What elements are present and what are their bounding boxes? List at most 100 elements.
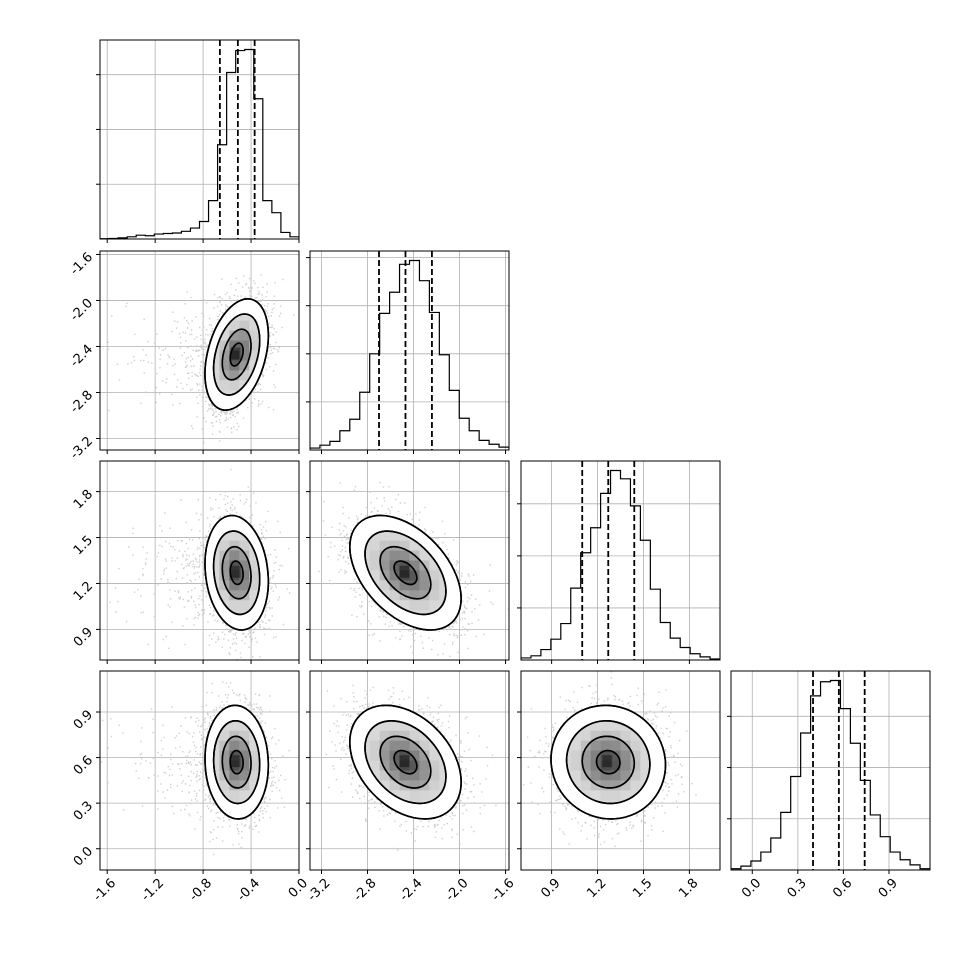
density-bin [239,320,250,331]
density-bin [239,360,250,371]
density-bin [590,760,601,771]
histogram-step [521,469,720,660]
density-bin [409,750,420,761]
y-tick-label: -1.6 [67,250,96,279]
density-bin [419,590,430,601]
panel-2-2 [517,460,721,664]
density-bin [379,750,390,761]
density-bin [379,760,390,771]
density-bin [419,600,430,611]
contour-line [379,735,432,789]
contour-line [229,560,244,586]
y-tick-label: 1.2 [71,579,96,604]
y-tick-label: -2.0 [67,296,96,325]
contour-line [550,704,667,820]
density-bin [219,560,230,571]
density-bin [399,750,410,761]
panel-3-3 [727,670,931,874]
y-tick-label: 0.3 [71,799,96,824]
density-bin [219,730,230,741]
density-bin [369,560,380,571]
density-bin [580,740,591,751]
contour-line [581,735,636,789]
density-bin [239,770,250,781]
contour-line [204,704,270,820]
density-bin [229,540,240,551]
x-tick-label: -1.6 [489,876,518,905]
density-bin [229,570,240,581]
density-bin [409,570,420,581]
x-tick-label: -2.4 [397,876,426,905]
density-bin [409,740,420,751]
contour-line [221,328,252,381]
density-bin [369,750,380,761]
density-bin [399,790,410,801]
density-bin [419,760,430,771]
contour-line [364,530,447,616]
density-bin [409,560,420,571]
contour-line [229,749,244,775]
density-bin [249,350,260,361]
density-bin [429,780,440,791]
density-bin [239,740,250,751]
density-bin [590,780,601,791]
density-bin [369,540,380,551]
y-tick-label: 1.5 [71,533,96,558]
density-bin [590,770,601,781]
density-bin [620,730,631,741]
density-bin [229,380,240,391]
density-bin [600,790,611,801]
density-bin [399,580,410,591]
density-bin [389,570,400,581]
y-tick-label: -2.4 [67,342,96,371]
density-bin [379,540,390,551]
density-bin [219,750,230,761]
density-bin [389,540,400,551]
panel-1-1 [306,250,510,454]
x-tick-label: 1.5 [630,876,655,901]
x-tick-label: 1.8 [676,876,701,901]
density-bin [429,580,440,591]
density-bin [239,730,250,741]
density-bin [409,730,420,741]
x-tick-label: -1.6 [91,876,120,905]
density-bin [219,380,230,391]
contour-line [393,749,418,775]
density-bin [399,760,410,771]
density-bin [610,790,621,801]
x-tick-label: -0.8 [187,876,216,905]
panel-frame [99,250,300,451]
y-tick-label: 0.0 [71,844,96,869]
density-bin [239,540,250,551]
density-bin [219,760,230,771]
density-bin [419,580,430,591]
contour-line [565,720,651,805]
x-tick-label: -1.2 [139,876,168,905]
y-tick-label: 0.9 [71,625,96,650]
density-bin [409,540,420,551]
density-bin [229,350,240,361]
y-tick-label: -3.2 [67,434,96,463]
density-bin [429,570,440,581]
density-bin [239,350,250,361]
density-bin [429,760,440,771]
density-bin [409,580,420,591]
density-bin [239,580,250,591]
density-bin [600,740,611,751]
density-bin [249,340,260,351]
density-bin [419,790,430,801]
density-bin [379,770,390,781]
density-bin [409,770,420,781]
contour-line [379,545,432,600]
y-tick-label: 0.9 [71,707,96,732]
density-bin [219,350,230,361]
density-bin [219,340,230,351]
x-tick-label: -3.2 [305,876,334,905]
density-bin [369,760,380,771]
panel-frame [730,670,931,871]
contour-line [364,720,447,805]
contour-line [221,735,252,789]
contour-line [229,342,244,367]
density-bin [620,780,631,791]
density-bin [249,330,260,341]
